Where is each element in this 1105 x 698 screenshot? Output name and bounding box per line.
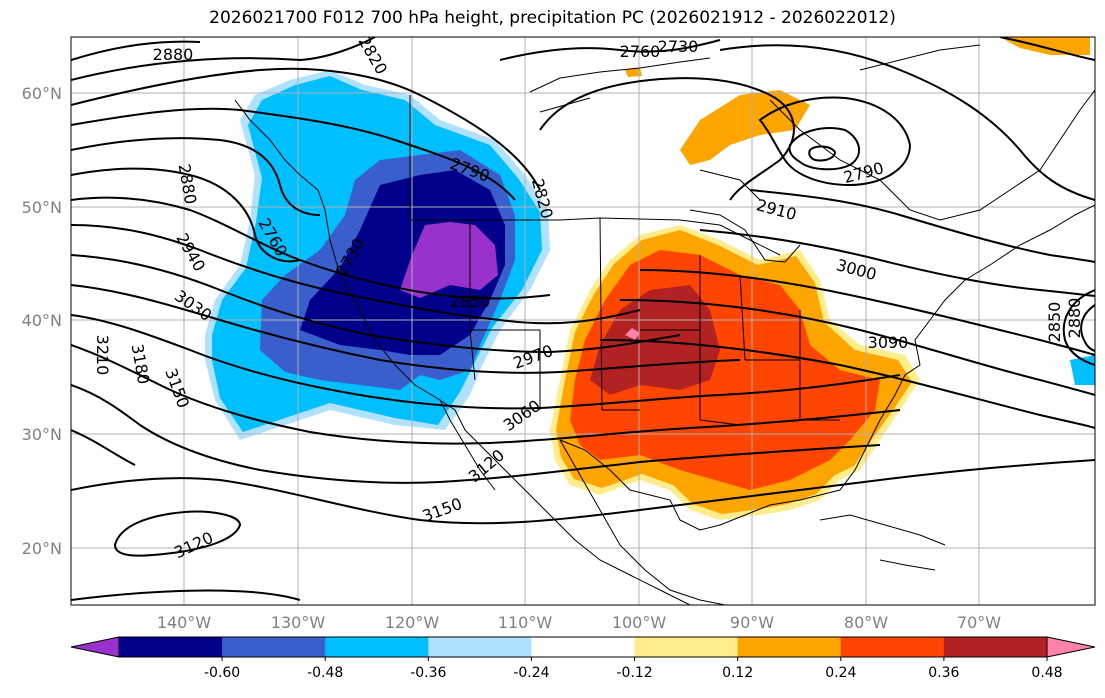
plot-frame <box>70 36 1096 606</box>
colorbar-tick-label: -0.24 <box>513 665 549 681</box>
lon-tick-label: 100°W <box>612 613 667 632</box>
colorbar-tick-label: 0.12 <box>722 665 753 681</box>
lon-tick-label: 90°W <box>730 613 774 632</box>
contour-label: 2850 <box>1045 302 1064 343</box>
colorbar-low-extension <box>70 636 120 658</box>
page-title: 2026021700 F012 700 hPa height, precipit… <box>209 8 896 28</box>
colorbar-swatch <box>222 637 326 657</box>
colorbar-high-extension <box>1046 636 1096 658</box>
colorbar-swatch <box>119 637 223 657</box>
colorbar-swatch <box>325 637 429 657</box>
colorbar-swatch <box>531 637 636 657</box>
lat-tick-label: 60°N <box>22 84 62 103</box>
lon-tick-label: 80°W <box>844 613 888 632</box>
lon-tick-label: 140°W <box>157 613 212 632</box>
contour-label: 3090 <box>868 333 909 352</box>
height-contours <box>71 37 1095 601</box>
colorbar-swatch <box>428 637 532 657</box>
lat-tick-label: 50°N <box>22 198 62 217</box>
colorbar-frame <box>118 636 1048 658</box>
lat-tick-label: 20°N <box>22 539 62 558</box>
longitude-ticks: 140°W 130°W 120°W 110°W 100°W 90°W 80°W … <box>157 613 1001 632</box>
contour-label: 2880 <box>153 45 194 64</box>
colorbar-swatch <box>737 637 842 657</box>
contour-label: 2880 <box>1065 298 1084 339</box>
lon-tick-label: 70°W <box>957 613 1001 632</box>
colorbar: -0.60 -0.48 -0.36 -0.24 -0.12 0.12 0.24 0.36 0.4… <box>70 636 1096 681</box>
lon-tick-label: 130°W <box>271 613 326 632</box>
contour-label: 2730 <box>658 37 699 56</box>
colorbar-tick-label: -0.36 <box>410 665 446 681</box>
contour-label: 2850 <box>450 292 491 311</box>
lat-tick-label: 30°N <box>22 425 62 444</box>
coastlines <box>234 44 1095 605</box>
graticule <box>71 37 1095 605</box>
colorbar-tick-label: 0.48 <box>1031 665 1062 681</box>
contour-label: 3210 <box>93 335 112 376</box>
colorbar-tick-label: 0.24 <box>825 665 856 681</box>
colorbar-swatch <box>943 637 1048 657</box>
colorbar-swatch <box>634 637 739 657</box>
contour-label: 2760 <box>620 42 661 61</box>
colorbar-swatch <box>840 637 945 657</box>
lon-tick-label: 120°W <box>385 613 440 632</box>
colorbar-tick-label: -0.60 <box>204 665 240 681</box>
lon-tick-label: 110°W <box>498 613 553 632</box>
lat-tick-label: 40°N <box>22 311 62 330</box>
colorbar-tick-label: -0.12 <box>616 665 652 681</box>
colorbar-tick-label: 0.36 <box>928 665 959 681</box>
map-plot-area: 2880 2820 2760 2730 2880 2790 2820 2760 … <box>71 37 1095 605</box>
colorbar-tick-label: -0.48 <box>307 665 343 681</box>
latitude-ticks: 60°N 50°N 40°N 30°N 20°N <box>22 84 62 558</box>
